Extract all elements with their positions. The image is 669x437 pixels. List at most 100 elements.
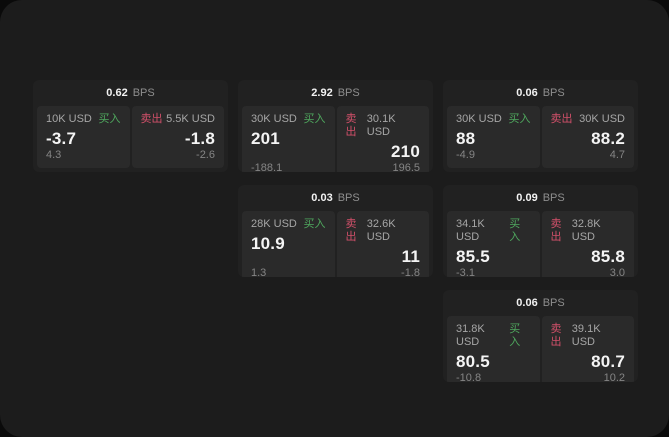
price-tiles: 34.1K USD 买入 85.5 -3.1 卖出 32.8K USD 85.8… <box>443 211 638 277</box>
sell-price: 80.7 <box>591 352 625 371</box>
sell-price: 88.2 <box>591 129 625 148</box>
buy-price: 85.5 <box>456 247 490 266</box>
sell-tile-top: 卖出 5.5K USD <box>141 113 216 126</box>
buy-side-label: 买入 <box>303 113 326 125</box>
sell-sub-value: 4.7 <box>609 149 625 161</box>
sell-price: 85.8 <box>591 247 625 266</box>
sell-tile[interactable]: 卖出 30.1K USD 210 196.5 <box>336 106 429 172</box>
bps-header: 0.03 BPS <box>238 185 433 211</box>
sell-tile-top: 卖出 30K USD <box>551 113 626 126</box>
buy-tile-top: 30K USD 买入 <box>251 113 326 126</box>
quote-card: 2.92 BPS 30K USD 买入 201 -188.1 卖出 30.1K … <box>238 80 433 172</box>
buy-tile-top: 28K USD 买入 <box>251 218 326 231</box>
buy-price: 201 <box>251 129 280 148</box>
sell-tile[interactable]: 卖出 39.1K USD 80.7 10.2 <box>541 316 634 382</box>
sell-tile[interactable]: 卖出 30K USD 88.2 4.7 <box>541 106 634 168</box>
buy-side-label: 买入 <box>509 323 521 348</box>
bps-value: 0.62 <box>106 87 128 99</box>
buy-amount: 30K USD <box>251 113 297 125</box>
sell-sub-value: 3.0 <box>609 267 625 277</box>
price-tiles: 28K USD 买入 10.9 1.3 卖出 32.6K USD 11 -1.8 <box>238 211 433 277</box>
bps-header: 2.92 BPS <box>238 80 433 106</box>
buy-side-label: 买入 <box>508 113 531 125</box>
sell-amount: 39.1K USD <box>571 323 601 348</box>
quote-card: 0.06 BPS 30K USD 买入 88 -4.9 卖出 30K USD <box>443 80 638 172</box>
sell-side-label: 卖出 <box>140 113 163 125</box>
buy-tile[interactable]: 10K USD 买入 -3.7 4.3 <box>37 106 130 168</box>
sell-sub-value: -2.6 <box>196 149 215 161</box>
sell-side-label: 卖出 <box>345 113 357 138</box>
buy-sub-value: 1.3 <box>251 267 267 277</box>
bps-unit: BPS <box>542 297 565 309</box>
price-tiles: 31.8K USD 买入 80.5 -10.8 卖出 39.1K USD 80.… <box>443 316 638 382</box>
buy-sub-value: -188.1 <box>251 162 283 172</box>
sell-sub-value: -1.8 <box>401 267 420 277</box>
sell-side-label: 卖出 <box>550 218 562 243</box>
bps-value: 0.06 <box>516 297 538 309</box>
buy-amount: 30K USD <box>456 113 502 125</box>
buy-sub-value: -10.8 <box>456 372 482 382</box>
sell-tile-top: 卖出 32.8K USD <box>551 218 626 244</box>
sell-side-label: 卖出 <box>550 113 573 125</box>
sell-tile-top: 卖出 30.1K USD <box>346 113 421 139</box>
bps-value: 2.92 <box>311 87 333 99</box>
bps-unit: BPS <box>542 192 565 204</box>
bps-header: 0.62 BPS <box>33 80 228 106</box>
sell-amount: 5.5K USD <box>166 113 215 125</box>
buy-side-label: 买入 <box>303 218 326 230</box>
sell-tile[interactable]: 卖出 32.8K USD 85.8 3.0 <box>541 211 634 277</box>
buy-amount: 34.1K USD <box>456 218 485 243</box>
bps-header: 0.06 BPS <box>443 290 638 316</box>
quote-cards-grid: 0.62 BPS 10K USD 买入 -3.7 4.3 卖出 5.5K USD <box>33 80 638 382</box>
sell-amount: 32.6K USD <box>366 218 396 243</box>
buy-sub-value: 4.3 <box>46 149 62 161</box>
buy-price: 80.5 <box>456 352 490 371</box>
quote-card: 0.62 BPS 10K USD 买入 -3.7 4.3 卖出 5.5K USD <box>33 80 228 172</box>
bps-header: 0.09 BPS <box>443 185 638 211</box>
buy-tile[interactable]: 31.8K USD 买入 80.5 -10.8 <box>447 316 540 382</box>
buy-tile[interactable]: 30K USD 买入 201 -188.1 <box>242 106 335 172</box>
sell-price: 210 <box>391 142 420 161</box>
quote-card: 0.06 BPS 31.8K USD 买入 80.5 -10.8 卖出 39.1… <box>443 290 638 382</box>
buy-tile[interactable]: 30K USD 买入 88 -4.9 <box>447 106 540 168</box>
buy-price: 88 <box>456 129 476 148</box>
sell-amount: 32.8K USD <box>571 218 601 243</box>
sell-side-label: 卖出 <box>550 323 562 348</box>
bps-value: 0.09 <box>516 192 538 204</box>
buy-tile-top: 30K USD 买入 <box>456 113 531 126</box>
sell-amount: 30K USD <box>579 113 625 125</box>
bps-value: 0.03 <box>311 192 333 204</box>
buy-amount: 10K USD <box>46 113 92 125</box>
sell-price: -1.8 <box>184 129 215 148</box>
buy-sub-value: -3.1 <box>456 267 475 277</box>
buy-tile[interactable]: 34.1K USD 买入 85.5 -3.1 <box>447 211 540 277</box>
price-tiles: 10K USD 买入 -3.7 4.3 卖出 5.5K USD -1.8 -2.… <box>33 106 228 172</box>
bps-unit: BPS <box>132 87 155 99</box>
sell-tile-top: 卖出 39.1K USD <box>551 323 626 349</box>
bps-unit: BPS <box>337 192 360 204</box>
bps-unit: BPS <box>337 87 360 99</box>
sell-tile[interactable]: 卖出 32.6K USD 11 -1.8 <box>336 211 429 277</box>
buy-side-label: 买入 <box>98 113 121 125</box>
buy-side-label: 买入 <box>509 218 521 243</box>
bps-header: 0.06 BPS <box>443 80 638 106</box>
sell-sub-value: 10.2 <box>603 372 625 382</box>
bps-value: 0.06 <box>516 87 538 99</box>
buy-sub-value: -4.9 <box>456 149 475 161</box>
sell-tile[interactable]: 卖出 5.5K USD -1.8 -2.6 <box>131 106 224 168</box>
buy-tile-top: 31.8K USD 买入 <box>456 323 531 349</box>
sell-side-label: 卖出 <box>345 218 357 243</box>
sell-tile-top: 卖出 32.6K USD <box>346 218 421 244</box>
bps-unit: BPS <box>542 87 565 99</box>
quote-card: 0.03 BPS 28K USD 买入 10.9 1.3 卖出 32.6K US… <box>238 185 433 277</box>
buy-tile[interactable]: 28K USD 买入 10.9 1.3 <box>242 211 335 277</box>
quote-card: 0.09 BPS 34.1K USD 买入 85.5 -3.1 卖出 32.8K… <box>443 185 638 277</box>
buy-amount: 31.8K USD <box>456 323 485 348</box>
price-tiles: 30K USD 买入 88 -4.9 卖出 30K USD 88.2 4.7 <box>443 106 638 172</box>
buy-price: 10.9 <box>251 234 285 253</box>
price-tiles: 30K USD 买入 201 -188.1 卖出 30.1K USD 210 1… <box>238 106 433 172</box>
sell-sub-value: 196.5 <box>392 162 420 172</box>
sell-price: 11 <box>401 247 420 266</box>
buy-tile-top: 10K USD 买入 <box>46 113 121 126</box>
